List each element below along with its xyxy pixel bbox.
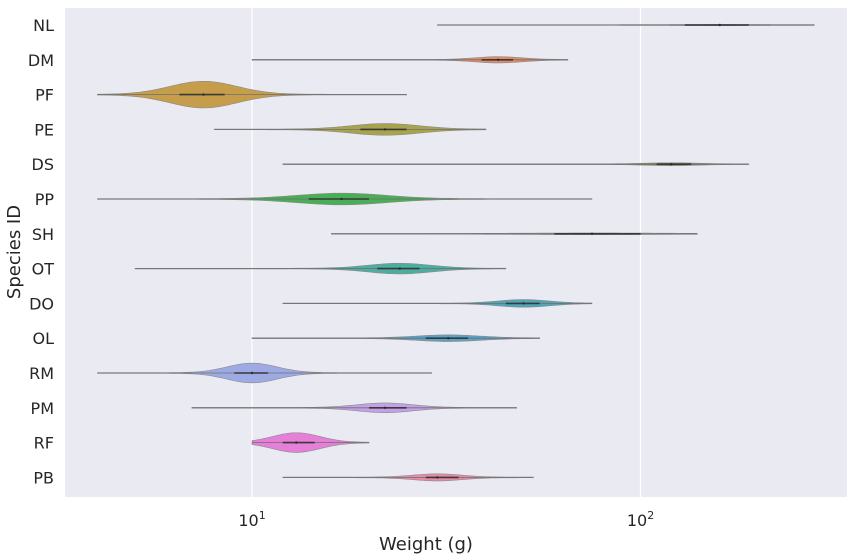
violin-median-dm (496, 58, 500, 61)
y-tick-label-ot: OT (32, 260, 55, 279)
x-axis-ticks: 101 102 (238, 509, 654, 530)
x-tick-label-1: 102 (627, 509, 654, 530)
violin-nl (437, 23, 815, 27)
violin-median-pp (340, 197, 343, 201)
y-tick-label-nl: NL (33, 16, 54, 35)
y-tick-label-dm: DM (28, 51, 54, 70)
plot-area (65, 8, 847, 497)
violin-median-sh (590, 232, 594, 235)
violin-ds (282, 162, 750, 166)
y-tick-label-rm: RM (29, 364, 54, 383)
violin-median-do (522, 302, 525, 305)
violin-median-ds (670, 163, 673, 166)
violin-do (282, 299, 593, 308)
y-tick-label-ds: DS (32, 155, 54, 174)
y-tick-label-pf: PF (35, 86, 54, 105)
violin-median-ol (447, 337, 450, 340)
violin-median-rf (295, 441, 298, 444)
violin-median-rm (250, 371, 254, 375)
violin-pf (97, 80, 407, 109)
y-tick-label-pm: PM (31, 399, 54, 418)
y-tick-label-pp: PP (35, 190, 55, 209)
violin-median-pb (436, 476, 439, 479)
violin-pp (97, 192, 593, 206)
violin-pe (214, 123, 487, 136)
violin-pb (282, 473, 534, 482)
violin-dm (251, 56, 569, 64)
violin-rm (97, 362, 432, 384)
y-axis-label: Species ID (4, 205, 25, 299)
y-tick-label-do: DO (29, 294, 54, 313)
violin-sh (331, 232, 698, 235)
violin-pm (191, 402, 517, 413)
y-tick-label-pb: PB (33, 468, 54, 487)
violin-median-nl (718, 23, 722, 27)
violin-median-ot (398, 267, 401, 270)
x-tick-label-0: 101 (238, 509, 265, 530)
violin-ol (251, 334, 540, 342)
x-axis-label: Weight (g) (379, 534, 473, 555)
y-tick-label-sh: SH (32, 225, 54, 244)
violin-median-pe (383, 128, 387, 131)
y-axis-ticks: NL DM PF PE DS PP SH OT DO OL RM PM RF PB (28, 16, 54, 487)
y-tick-label-pe: PE (34, 120, 54, 139)
violin-rf (251, 432, 370, 453)
y-tick-label-rf: RF (34, 434, 54, 453)
violin-median-pm (383, 406, 387, 409)
y-tick-label-ol: OL (32, 329, 54, 348)
violins (97, 23, 815, 482)
violin-median-pf (202, 93, 205, 96)
violin-ot (134, 262, 507, 275)
